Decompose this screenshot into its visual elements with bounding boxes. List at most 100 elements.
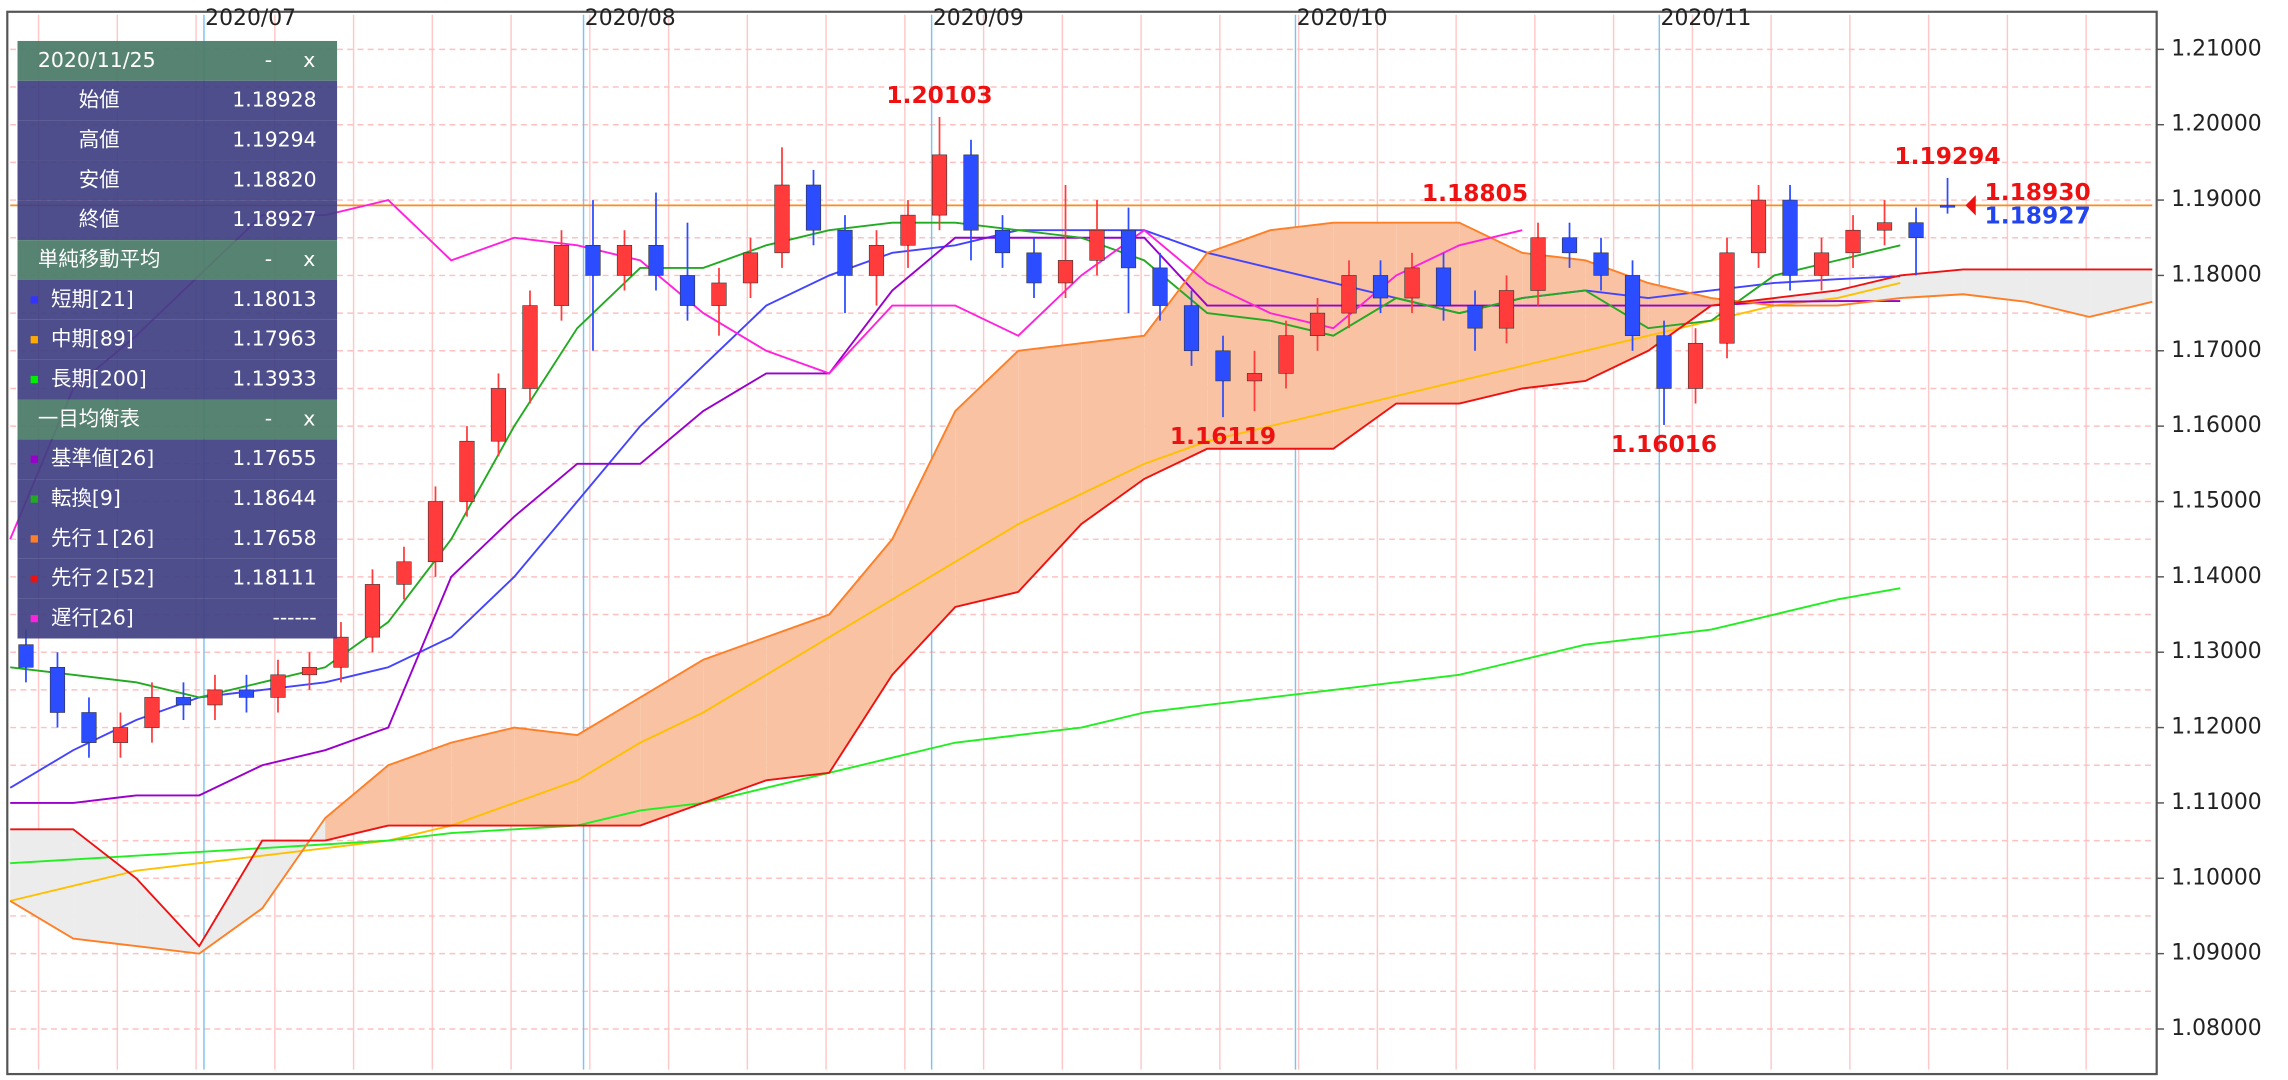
panel-header bbox=[17, 399, 338, 440]
price-marker bbox=[1965, 195, 1976, 216]
panel-row bbox=[17, 479, 338, 519]
candle-body bbox=[490, 388, 507, 442]
candle-body bbox=[270, 674, 286, 698]
candle-body bbox=[679, 275, 696, 306]
y-tick-label: 1.15000 bbox=[2171, 488, 2261, 513]
candle-body bbox=[207, 689, 223, 706]
panel-header bbox=[17, 40, 338, 81]
x-tick-label: 2020/11 bbox=[1661, 6, 1752, 31]
cloud-segment bbox=[136, 878, 200, 954]
panel-label: 終値 bbox=[79, 207, 120, 231]
candle-body bbox=[238, 689, 255, 698]
info-panel: 2020/11/25 - x 始値 1.18928 高値 1.19294 安値 1.18820 終… bbox=[17, 40, 338, 639]
panel-label: 短期[21] bbox=[51, 287, 134, 311]
panel-row bbox=[17, 80, 338, 121]
indicator-lines bbox=[9, 199, 2153, 955]
candle-body bbox=[1404, 267, 1420, 299]
panel-row bbox=[17, 319, 338, 360]
panel-row bbox=[17, 160, 338, 201]
cloud-segment bbox=[199, 840, 263, 954]
price-annotation: 1.16016 bbox=[1611, 430, 1717, 458]
cloud-segment bbox=[640, 659, 704, 826]
indicator-line bbox=[10, 587, 1901, 865]
panel-label: 安値 bbox=[79, 167, 120, 191]
candle-body bbox=[1719, 252, 1735, 344]
candle-body bbox=[1341, 275, 1357, 314]
y-tick-label: 1.14000 bbox=[2171, 564, 2261, 589]
panel-date: 2020/11/25 bbox=[38, 48, 156, 72]
indicator-line bbox=[10, 268, 2153, 948]
legend-swatch bbox=[30, 296, 38, 304]
cloud-segment bbox=[1207, 230, 1271, 449]
y-tick-label: 1.08000 bbox=[2171, 1016, 2261, 1041]
panel-row bbox=[17, 200, 338, 241]
panel-value: ------ bbox=[272, 606, 316, 630]
close-button[interactable]: x bbox=[303, 406, 315, 430]
y-tick-label: 1.12000 bbox=[2171, 715, 2261, 740]
panel-label: 先行１[26] bbox=[51, 526, 154, 550]
candle-body bbox=[774, 184, 790, 254]
candle-body bbox=[301, 666, 318, 676]
panel-row bbox=[17, 518, 338, 559]
last-price-label: 1.18930 bbox=[1984, 178, 2090, 206]
candle-body bbox=[837, 229, 853, 276]
candle-body bbox=[18, 644, 34, 668]
minimize-button[interactable]: - bbox=[265, 406, 272, 430]
legend-swatch bbox=[30, 614, 38, 623]
candle-body bbox=[1278, 335, 1294, 374]
candle-body bbox=[364, 584, 381, 638]
candle-body bbox=[1246, 373, 1263, 382]
candle-body bbox=[616, 244, 633, 276]
cloud-segment bbox=[766, 614, 830, 781]
candle-body bbox=[1152, 267, 1168, 306]
y-tick-label: 1.18000 bbox=[2171, 262, 2261, 287]
cloud-segment bbox=[1081, 335, 1145, 525]
cloud-segment bbox=[1459, 222, 1523, 404]
candle-body bbox=[1089, 229, 1105, 261]
candle-body bbox=[1215, 350, 1231, 382]
cloud-segment bbox=[451, 727, 515, 826]
close-button[interactable]: x bbox=[303, 247, 315, 271]
panel-label: 先行２[52] bbox=[51, 566, 154, 590]
candle-body bbox=[1908, 222, 1924, 239]
close-button[interactable]: x bbox=[303, 48, 315, 72]
candle-body bbox=[333, 636, 349, 668]
candle-body bbox=[1813, 252, 1830, 276]
y-tick-label: 1.10000 bbox=[2171, 865, 2261, 890]
candle-body bbox=[1120, 229, 1137, 269]
panel-value: 1.18013 bbox=[232, 287, 316, 311]
y-tick-label: 1.16000 bbox=[2171, 413, 2261, 438]
candle-body bbox=[522, 305, 538, 389]
candle-body bbox=[1183, 305, 1200, 352]
candle-body bbox=[1530, 237, 1546, 291]
candle-body bbox=[1561, 237, 1578, 254]
panel-value: 1.17658 bbox=[232, 526, 316, 550]
candle-body bbox=[1624, 275, 1641, 337]
panel-label: 基準値[26] bbox=[51, 446, 154, 470]
candle-body bbox=[1656, 335, 1672, 389]
candle-body bbox=[742, 252, 759, 284]
cloud-segment bbox=[703, 637, 767, 803]
candles bbox=[18, 116, 1956, 758]
panel-value: 1.18928 bbox=[232, 88, 316, 112]
candle-body bbox=[427, 501, 444, 563]
candle-body bbox=[963, 154, 979, 231]
candle-body bbox=[553, 244, 570, 306]
minimize-button[interactable]: - bbox=[265, 247, 272, 271]
candle-body bbox=[1687, 342, 1704, 389]
cloud-segment bbox=[1018, 343, 1082, 592]
price-annotation: 1.20103 bbox=[886, 81, 992, 109]
candle-body bbox=[1467, 305, 1483, 329]
candle-body bbox=[900, 214, 916, 246]
cloud-segment bbox=[829, 539, 893, 773]
x-tick-label: 2020/09 bbox=[933, 6, 1024, 31]
minimize-button[interactable]: - bbox=[265, 48, 272, 72]
candle-body bbox=[1435, 267, 1452, 306]
panel-value: 1.18820 bbox=[232, 167, 316, 191]
y-tick-label: 1.13000 bbox=[2171, 639, 2261, 664]
price-annotation: 1.18805 bbox=[1422, 179, 1528, 207]
last-price-label: 1.18927 bbox=[1984, 202, 2090, 230]
price-annotation: 1.16119 bbox=[1170, 422, 1276, 450]
